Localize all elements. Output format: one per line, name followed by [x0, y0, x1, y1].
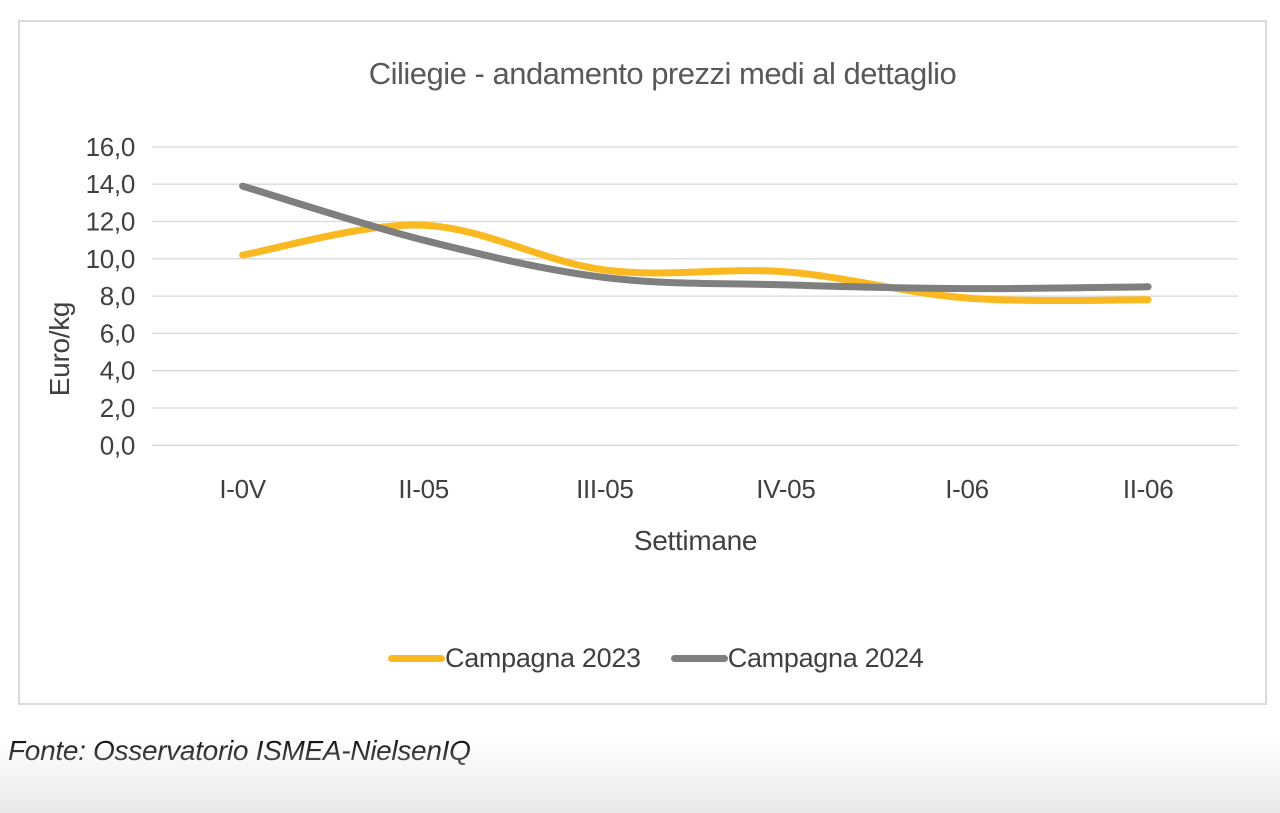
x-tick-label: IV-05	[756, 474, 815, 504]
legend-swatch-campagna-2023-icon	[388, 654, 445, 662]
x-tick-label: I-0V	[219, 474, 266, 504]
chart-frame: Ciliegie - andamento prezzi medi al dett…	[18, 20, 1267, 705]
legend-item-campagna-2023: Campagna 2023	[388, 643, 641, 673]
x-axis-title: Settimane	[633, 525, 758, 556]
x-tick-label: II-06	[1123, 474, 1174, 504]
y-tick-label: 6,0	[100, 318, 135, 348]
y-axis-title: Euro/kg	[44, 301, 75, 397]
chart-title: Ciliegie - andamento prezzi medi al dett…	[368, 56, 957, 91]
y-tick-label: 10,0	[86, 244, 135, 274]
y-tick-label: 4,0	[100, 356, 135, 386]
legend-item-campagna-2024: Campagna 2024	[670, 642, 924, 673]
source-note: Fonte: Osservatorio ISMEA-NielsenIQ	[8, 735, 471, 766]
legend-swatch-campagna-2024-icon	[670, 654, 728, 662]
y-tick-label: 8,0	[100, 281, 135, 311]
y-tick-label: 14,0	[86, 169, 135, 199]
y-tick-label: 12,0	[86, 207, 135, 237]
y-tick-label: 0,0	[100, 430, 135, 460]
series-line-campagna-2023	[239, 221, 1152, 305]
line-chart-plot-area: 0,0 2,0 4,0 6,0 8,0 10,0 12,0 14,0 16,0 I-0V II-05…	[86, 132, 1238, 504]
x-tick-label: III-05	[576, 474, 633, 504]
x-tick-label: II-05	[398, 474, 449, 504]
legend-label-campagna-2023: Campagna 2023	[445, 642, 641, 673]
y-tick-label: 2,0	[100, 393, 135, 423]
y-tick-label: 16,0	[86, 132, 135, 162]
chart-legend: Campagna 2023 Campagna 2024	[388, 643, 924, 673]
x-tick-label: I-06	[945, 474, 989, 504]
series-line-campagna-2024	[239, 182, 1152, 293]
legend-label-campagna-2024: Campagna 2024	[727, 642, 924, 673]
